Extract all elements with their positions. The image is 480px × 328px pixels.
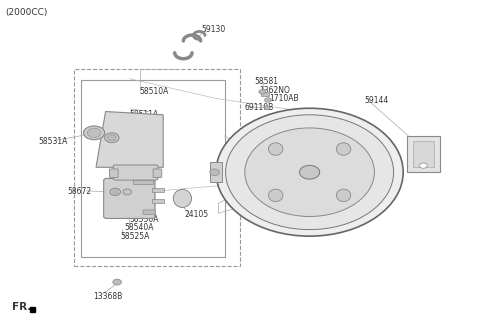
Bar (210, 162, 222, 182)
Text: 58525A: 58525A (120, 232, 149, 241)
FancyBboxPatch shape (143, 210, 156, 215)
Circle shape (210, 169, 219, 175)
FancyBboxPatch shape (153, 169, 162, 177)
FancyBboxPatch shape (407, 136, 440, 172)
Ellipse shape (105, 133, 119, 143)
Text: 59144: 59144 (365, 95, 389, 105)
Text: 13368B: 13368B (94, 292, 123, 301)
Ellipse shape (226, 115, 394, 230)
Ellipse shape (268, 143, 283, 155)
Polygon shape (30, 307, 35, 312)
Bar (81, 80, 225, 257)
Ellipse shape (336, 143, 351, 155)
Polygon shape (96, 112, 163, 167)
Text: 59130: 59130 (202, 25, 226, 34)
Ellipse shape (87, 128, 101, 137)
Ellipse shape (173, 189, 192, 207)
Text: 58550A: 58550A (130, 215, 159, 224)
Ellipse shape (268, 189, 283, 202)
FancyBboxPatch shape (109, 169, 118, 177)
Text: 24105: 24105 (185, 210, 209, 219)
Text: 58510A: 58510A (139, 87, 168, 96)
Ellipse shape (300, 165, 320, 179)
FancyBboxPatch shape (261, 92, 269, 96)
Circle shape (420, 163, 427, 168)
Circle shape (264, 106, 270, 110)
Bar (74, 69, 240, 266)
Ellipse shape (336, 189, 351, 202)
Text: 69110B: 69110B (245, 103, 274, 112)
FancyBboxPatch shape (152, 188, 164, 192)
Circle shape (264, 98, 271, 102)
FancyBboxPatch shape (104, 178, 155, 218)
Circle shape (113, 279, 121, 285)
Ellipse shape (216, 108, 403, 236)
Circle shape (259, 90, 265, 94)
Text: 58672: 58672 (67, 187, 91, 196)
Text: 58531A: 58531A (38, 136, 68, 146)
Ellipse shape (84, 126, 105, 140)
Text: 1710AB: 1710AB (269, 94, 299, 103)
Circle shape (123, 189, 132, 195)
FancyBboxPatch shape (113, 165, 158, 180)
FancyBboxPatch shape (152, 199, 164, 203)
Text: 58540A: 58540A (125, 223, 154, 233)
Text: 58511A: 58511A (130, 110, 159, 119)
Text: (2000CC): (2000CC) (5, 8, 47, 17)
Text: 1362NO: 1362NO (259, 86, 290, 95)
Circle shape (113, 190, 118, 194)
Text: FR.: FR. (12, 302, 31, 312)
Circle shape (110, 188, 120, 195)
Text: 50672: 50672 (115, 187, 140, 196)
Bar (413, 141, 434, 167)
FancyBboxPatch shape (133, 180, 153, 184)
Text: 58581: 58581 (254, 77, 278, 87)
Ellipse shape (108, 135, 116, 141)
Ellipse shape (245, 128, 374, 216)
